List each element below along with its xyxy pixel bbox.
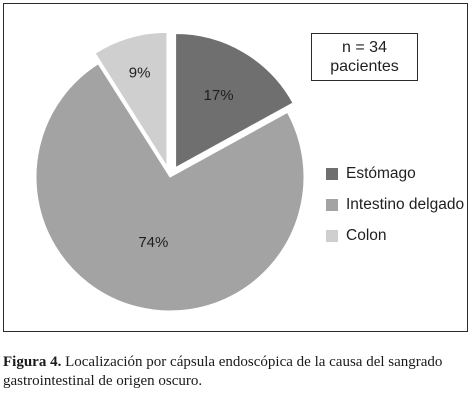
figure-caption-label: Figura 4. xyxy=(3,354,62,370)
pie-label-intestino-delgado: 74% xyxy=(138,234,168,251)
figure-caption: Figura 4. Localización por cápsula endos… xyxy=(3,353,471,391)
legend-swatch-intestino-delgado xyxy=(326,198,338,211)
legend-swatch-estomago xyxy=(326,167,338,180)
chart-legend: Estómago Intestino delgado Colon xyxy=(326,163,464,256)
legend-swatch-colon xyxy=(326,229,338,242)
figure-caption-text: Localización por cápsula endoscópica de … xyxy=(3,354,443,389)
sample-size-box: n = 34 pacientes xyxy=(311,33,418,81)
legend-item-colon: Colon xyxy=(326,225,464,246)
pie-label-colon: 9% xyxy=(129,65,151,82)
pie-slice-colon xyxy=(94,31,168,169)
legend-label-colon: Colon xyxy=(346,226,387,244)
sample-size-line2: pacientes xyxy=(330,58,399,75)
legend-item-estomago: Estómago xyxy=(326,163,464,184)
chart-frame: 17% 74% 9% n = 34 pacientes Estómago Intes… xyxy=(3,3,468,332)
legend-item-intestino-delgado: Intestino delgado xyxy=(326,194,464,215)
pie-chart: 17% 74% 9% xyxy=(35,31,305,312)
sample-size-line1: n = 34 xyxy=(342,39,387,56)
legend-label-estomago: Estómago xyxy=(346,164,416,182)
pie-slice-estomago xyxy=(175,33,294,169)
pie-label-estomago: 17% xyxy=(204,87,234,104)
legend-label-intestino-delgado: Intestino delgado xyxy=(346,195,465,213)
pie-slice-intestino-delgado xyxy=(35,63,305,312)
